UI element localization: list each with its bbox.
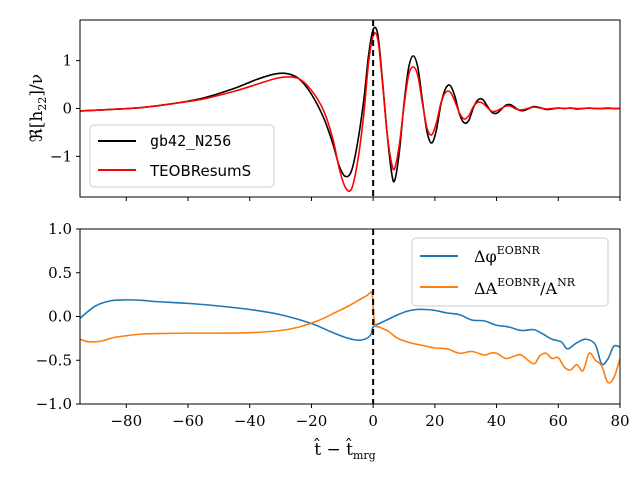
top-legend-label-gb42: gb42_N256 bbox=[150, 132, 231, 150]
top-ylabel-sub: 22 bbox=[36, 97, 49, 111]
bottom-legend: ΔφEOBNR ΔAEOBNR/ANR bbox=[411, 237, 609, 307]
bottom-x-tick-label: 20 bbox=[425, 412, 444, 430]
top-legend: gb42_N256 TEOBResumS bbox=[89, 124, 275, 188]
bottom-legend-label-dphi: ΔφEOBNR bbox=[474, 244, 541, 266]
bottom-y-tick-label: −0.5 bbox=[36, 351, 72, 369]
top-ylabel-main: ℜ[h bbox=[27, 111, 47, 142]
damp-tail: /A bbox=[540, 279, 557, 298]
bottom-xlabel-sub: mrg bbox=[353, 449, 376, 462]
bottom-series-group bbox=[80, 290, 620, 384]
top-y-tick-label: 0 bbox=[62, 100, 72, 118]
bottom-series-line-a-1 bbox=[80, 290, 620, 384]
top-series-group bbox=[80, 26, 620, 193]
top-legend-label-teob: TEOBResumS bbox=[149, 162, 251, 180]
dphi-name: Δφ bbox=[474, 247, 497, 266]
bottom-y-tick-label: 0.5 bbox=[48, 264, 72, 282]
damp-name: ΔA bbox=[474, 279, 498, 298]
bottom-x-tick-label: −40 bbox=[234, 412, 266, 430]
damp-tail-sup: NR bbox=[557, 276, 576, 289]
bottom-y-tick-label: 0.0 bbox=[48, 308, 72, 326]
bottom-x-tick-label: 80 bbox=[610, 412, 629, 430]
top-y-axis-label: ℜ[h22]/ν bbox=[27, 74, 49, 142]
bottom-x-tick-label: 0 bbox=[368, 412, 378, 430]
top-series-line-teobresums-1 bbox=[80, 32, 620, 193]
bottom-series-line-series-0 bbox=[80, 299, 620, 366]
bottom-x-tick-label: −20 bbox=[296, 412, 328, 430]
bottom-legend-box bbox=[411, 237, 609, 307]
top-y-tick-label: 1 bbox=[62, 52, 72, 70]
bottom-xlabel-main: t̂ − t̂ bbox=[314, 438, 353, 460]
damp-sup: EOBNR bbox=[497, 276, 541, 289]
top-ylabel-tail: ]/ν bbox=[27, 74, 47, 97]
bottom-x-ticks: −80 −60 −40 −20 0 20 40 60 80 bbox=[110, 404, 630, 430]
bottom-legend-label-damp: ΔAEOBNR/ANR bbox=[474, 276, 576, 298]
bottom-x-tick-label: 60 bbox=[549, 412, 568, 430]
bottom-y-tick-label: −1.0 bbox=[36, 395, 72, 413]
bottom-y-ticks: −1.0 −0.5 0.0 0.5 1.0 bbox=[36, 220, 80, 413]
top-y-ticks: −1 0 1 bbox=[50, 52, 80, 165]
bottom-panel: −1.0−0.50.00.51.0 −80 −60 −40 −20 0 20 40 60 80 … bbox=[36, 220, 630, 462]
bottom-x-tick-label: −60 bbox=[172, 412, 204, 430]
top-panel: −1 0 1 ℜ[h22]/ν gb42_N256 TEOBResumS bbox=[27, 19, 621, 201]
bottom-x-tick-label: 40 bbox=[487, 412, 506, 430]
bottom-y-tick-label: 1.0 bbox=[48, 220, 72, 238]
bottom-x-tick-label: −80 bbox=[110, 412, 142, 430]
top-y-tick-label: −1 bbox=[50, 147, 72, 165]
top-x-ticks bbox=[125, 197, 621, 201]
dphi-sup: EOBNR bbox=[497, 244, 541, 257]
bottom-x-axis-label: t̂ − t̂mrg bbox=[314, 438, 376, 462]
